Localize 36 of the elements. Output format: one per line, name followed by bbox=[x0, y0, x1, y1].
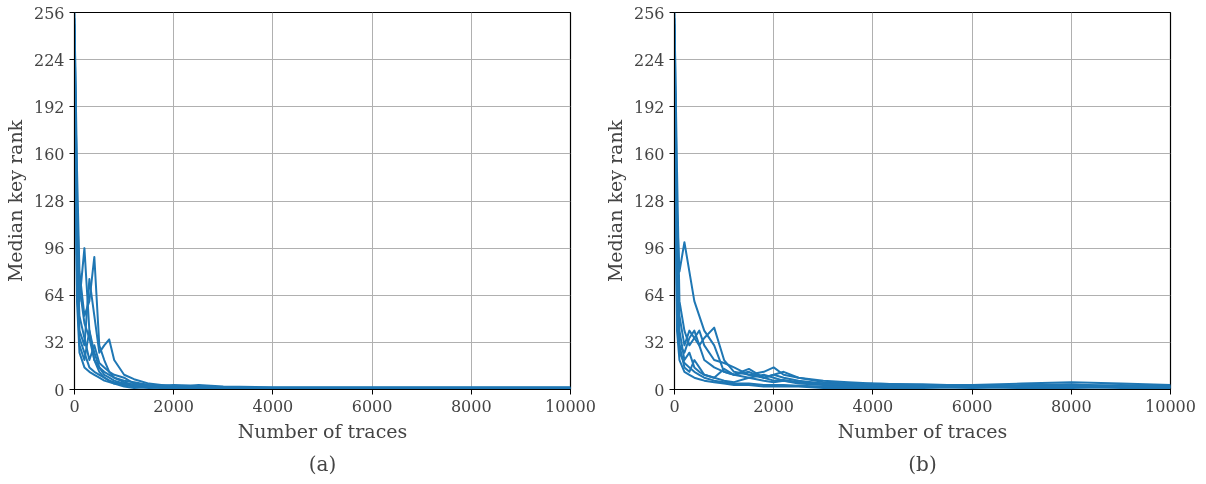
x-tick-label: 8000 bbox=[450, 396, 492, 416]
y-tick-label: 256 bbox=[633, 3, 665, 23]
y-tick-label: 96 bbox=[644, 239, 665, 259]
x-tick-label: 6000 bbox=[951, 396, 993, 416]
x-tick-label: 0 bbox=[669, 396, 680, 416]
x-tick-label: 8000 bbox=[1050, 396, 1092, 416]
x-axis-title: Number of traces bbox=[237, 419, 408, 442]
y-axis-title: Median key rank bbox=[603, 119, 626, 283]
y-tick-label: 64 bbox=[644, 286, 665, 306]
y-tick-label: 32 bbox=[44, 333, 65, 353]
y-tick-label: 160 bbox=[33, 144, 65, 164]
y-tick-label: 32 bbox=[644, 333, 665, 353]
x-tick-label: 2000 bbox=[153, 396, 195, 416]
y-tick-label: 96 bbox=[44, 239, 65, 259]
x-axis-title: Number of traces bbox=[837, 419, 1008, 442]
y-tick-label: 256 bbox=[33, 3, 65, 23]
x-tick-label: 6000 bbox=[351, 396, 393, 416]
x-tick-label: 10000 bbox=[545, 396, 596, 416]
y-axis-title: Median key rank bbox=[3, 119, 26, 283]
x-tick-label: 2000 bbox=[753, 396, 795, 416]
y-tick-label: 224 bbox=[633, 50, 665, 70]
x-tick-label: 4000 bbox=[852, 396, 894, 416]
y-tick-label: 64 bbox=[44, 286, 65, 306]
y-tick-label: 192 bbox=[33, 97, 65, 117]
y-tick-label: 128 bbox=[633, 192, 665, 211]
y-tick-label: 0 bbox=[654, 380, 665, 400]
y-tick-label: 0 bbox=[54, 380, 65, 400]
text: (b) bbox=[908, 451, 937, 476]
y-tick-label: 160 bbox=[633, 144, 665, 164]
x-tick-label: 4000 bbox=[252, 396, 294, 416]
text: (a) bbox=[308, 451, 337, 476]
x-tick-label: 10000 bbox=[1145, 396, 1196, 416]
y-tick-label: 128 bbox=[33, 192, 65, 211]
y-tick-label: 224 bbox=[33, 50, 65, 70]
y-tick-label: 192 bbox=[633, 97, 665, 117]
x-tick-label: 0 bbox=[69, 396, 80, 416]
